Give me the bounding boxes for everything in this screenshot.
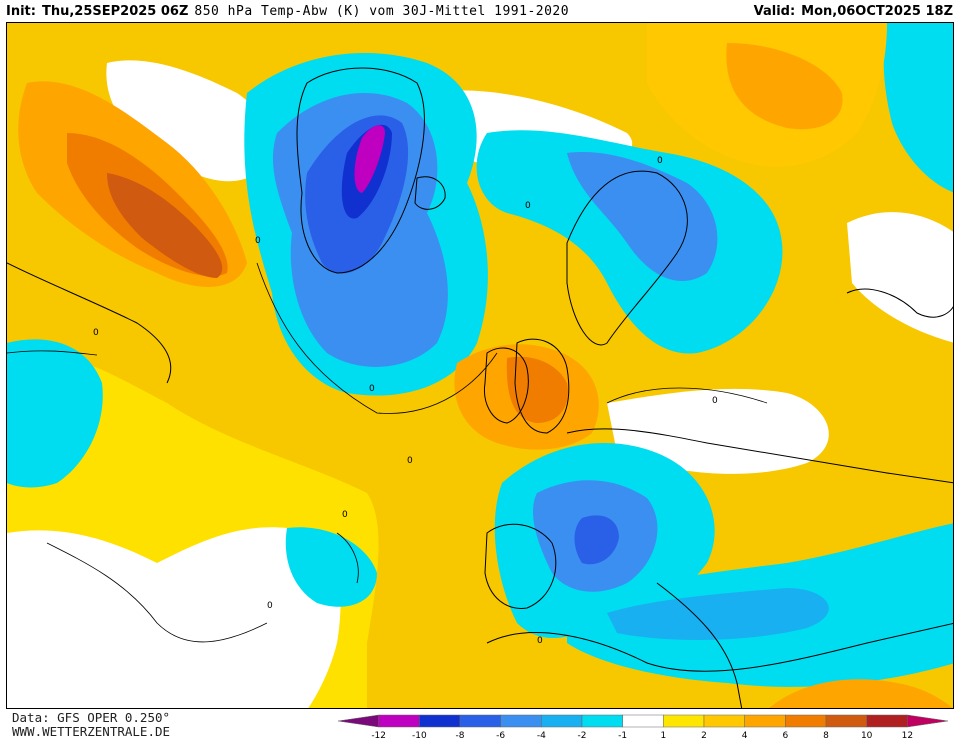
zero-contour-mid-atlantic	[336, 532, 359, 584]
legend-swatch	[337, 714, 379, 728]
legend-swatch	[907, 714, 949, 728]
anomaly-field-positive-10k-labrador	[107, 173, 223, 278]
contour-label: 0	[342, 510, 348, 520]
scandinavia-coastline	[566, 170, 688, 346]
legend-swatch	[785, 714, 827, 728]
contour-label: 0	[712, 396, 718, 406]
iberia-coastline	[484, 523, 557, 609]
labrador-coastline	[7, 262, 172, 384]
anomaly-field-negative-3k-mediterranean	[607, 588, 829, 640]
legend-tick-label: 6	[782, 731, 788, 740]
anomaly-field-negative-2k-northeast	[883, 23, 953, 193]
contour-label-group: 0 0 0 0 0 0 0 0 0 0	[93, 156, 718, 646]
italy-coastline	[656, 582, 743, 708]
anomaly-map-svg: 0 0 0 0 0 0 0 0 0 0	[7, 23, 953, 708]
legend-tick-label: -1	[618, 731, 627, 740]
zero-contour-lines	[7, 262, 768, 643]
color-legend: -12 -10 -8 -6 -4 -2 -1 1 2 4 6 8 10 12	[337, 714, 949, 740]
anomaly-field-negative-2k-mid-atlantic	[285, 527, 377, 607]
legend-swatch	[622, 714, 664, 728]
anomaly-field-positive-6k-northeast	[726, 43, 843, 130]
init-value: Thu,25SEP2025 06Z	[41, 3, 189, 19]
contour-label: 0	[267, 601, 273, 611]
anomaly-field-positive-6k-southeast	[769, 679, 953, 708]
legend-swatch	[500, 714, 542, 728]
anomaly-field-neutral-nw	[106, 60, 268, 182]
legend-swatch	[866, 714, 908, 728]
north-africa-coastline	[486, 622, 953, 672]
legend-swatch	[744, 714, 786, 728]
legend-tick-label: -6	[496, 731, 505, 740]
legend-swatch	[825, 714, 867, 728]
anomaly-field-neutral-central-europe	[607, 388, 829, 474]
anomaly-field-neutral-sw	[7, 527, 341, 708]
legend-tick-label: 12	[902, 731, 913, 740]
legend-swatch	[663, 714, 705, 728]
valid-group: Valid: Mon,06OCT2025 18Z	[754, 4, 953, 19]
anomaly-field-positive-8k-british-isles	[506, 356, 568, 423]
valid-value: Mon,06OCT2025 18Z	[801, 3, 953, 19]
legend-tick-label: -2	[578, 731, 587, 740]
credits: Data: GFS OPER 0.250° WWW.WETTERZENTRALE…	[12, 711, 170, 739]
continental-europe-coastline	[566, 428, 953, 484]
legend-swatch	[378, 714, 420, 728]
legend-tick-label: 10	[861, 731, 873, 740]
legend-tick-label: 2	[701, 731, 707, 740]
contour-label: 0	[93, 328, 99, 338]
legend-tick-label: -8	[456, 731, 465, 740]
legend-tick-label: 1	[660, 731, 666, 740]
init-label: Init:	[6, 3, 36, 19]
ireland-coastline	[483, 347, 529, 424]
contour-label: 0	[537, 636, 543, 646]
legend-tick-label: 8	[823, 731, 829, 740]
anomaly-field-negative-2k-west-atlantic	[7, 339, 103, 488]
zero-contour-central-europe	[606, 387, 768, 404]
legend-swatch	[703, 714, 745, 728]
legend-swatch	[541, 714, 583, 728]
contour-label: 0	[255, 236, 261, 246]
legend-swatch	[459, 714, 501, 728]
anomaly-field-negative-6k-iberia	[574, 515, 619, 565]
anomaly-field-negative-10k-greenland	[354, 125, 385, 193]
great-britain-coastline	[514, 338, 570, 434]
init-group: Init: Thu,25SEP2025 06Z 850 hPa Temp-Abw…	[6, 4, 569, 19]
coastlines	[7, 67, 953, 708]
caspian-region-coastline	[846, 288, 953, 318]
legend-tick-label: -12	[371, 731, 386, 740]
map-footer: Data: GFS OPER 0.250° WWW.WETTERZENTRALE…	[0, 709, 959, 741]
anomaly-map: 0 0 0 0 0 0 0 0 0 0	[6, 22, 954, 709]
legend-tick-label: 4	[742, 731, 748, 740]
contour-label: 0	[657, 156, 663, 166]
zero-contour-west	[7, 350, 98, 356]
contour-label: 0	[369, 384, 375, 394]
data-source: Data: GFS OPER 0.250°	[12, 710, 171, 725]
contour-label: 0	[525, 201, 531, 211]
map-header: Init: Thu,25SEP2025 06Z 850 hPa Temp-Abw…	[0, 0, 959, 22]
map-title: 850 hPa Temp-Abw (K) vom 30J-Mittel 1991…	[194, 3, 570, 19]
zero-contour-southwest	[46, 542, 268, 643]
greenland-coastline	[296, 67, 425, 274]
website: WWW.WETTERZENTRALE.DE	[12, 724, 171, 739]
contour-label: 0	[407, 456, 413, 466]
legend-tick-label: -10	[412, 731, 427, 740]
legend-swatch	[581, 714, 623, 728]
zero-contour-greenland-sea	[256, 262, 498, 414]
iceland-coastline	[414, 176, 446, 210]
valid-label: Valid:	[753, 3, 796, 19]
legend-swatch	[419, 714, 461, 728]
legend-tick-label: -4	[537, 731, 546, 740]
anomaly-field-neutral-east	[847, 212, 953, 343]
